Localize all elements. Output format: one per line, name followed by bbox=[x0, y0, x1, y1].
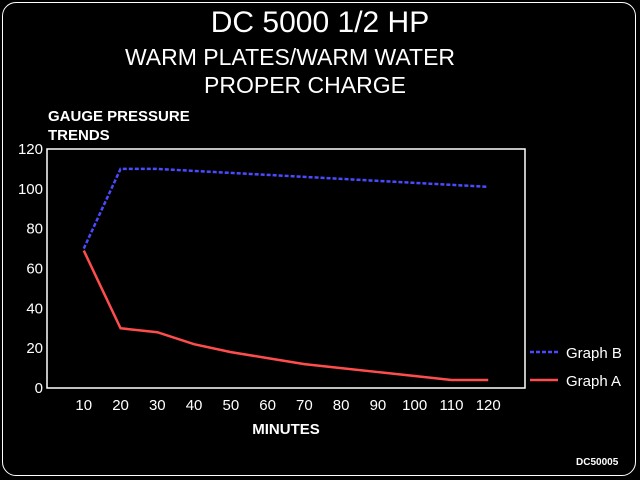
x-tick-label: 100 bbox=[402, 397, 427, 414]
x-axis-label: MINUTES bbox=[252, 421, 320, 438]
x-tick-label: 40 bbox=[186, 397, 203, 414]
series-line-graph-a bbox=[82, 250, 489, 382]
x-tick-label: 70 bbox=[296, 397, 313, 414]
figure-code: DC50005 bbox=[576, 457, 619, 468]
legend-label: Graph A bbox=[566, 373, 621, 390]
y-tick-label: 60 bbox=[26, 261, 43, 278]
legend-label: Graph B bbox=[566, 345, 622, 362]
chart-title: DC 5000 1/2 HP bbox=[210, 6, 430, 39]
x-tick-label: 20 bbox=[112, 397, 129, 414]
y-tick-label: 20 bbox=[26, 340, 43, 357]
x-tick-label: 30 bbox=[149, 397, 166, 414]
x-tick-label: 10 bbox=[75, 397, 92, 414]
chart-subtitle-line1: WARM PLATES/WARM WATER bbox=[124, 44, 456, 70]
x-tick-label: 80 bbox=[333, 397, 350, 414]
x-tick-label: 50 bbox=[223, 397, 240, 414]
y-tick-label: 40 bbox=[26, 300, 43, 317]
y-tick-label: 80 bbox=[26, 221, 43, 238]
x-tick-label: 110 bbox=[440, 397, 464, 414]
y-tick-label: 0 bbox=[35, 380, 43, 397]
y-axis-label-line2: TRENDS bbox=[48, 127, 110, 144]
y-axis-label-line1: GAUGE PRESSURE bbox=[48, 108, 190, 125]
y-tick-label: 100 bbox=[18, 181, 43, 198]
x-tick-label: 120 bbox=[476, 397, 501, 414]
x-tick-label: 90 bbox=[370, 397, 387, 414]
plot-area-frame bbox=[46, 148, 526, 389]
chart-subtitle-line2: PROPER CHARGE bbox=[204, 72, 406, 98]
y-tick-label: 120 bbox=[18, 141, 43, 158]
x-tick-label: 60 bbox=[259, 397, 276, 414]
screen-frame bbox=[2, 2, 636, 476]
series-line-graph-b bbox=[82, 167, 489, 250]
